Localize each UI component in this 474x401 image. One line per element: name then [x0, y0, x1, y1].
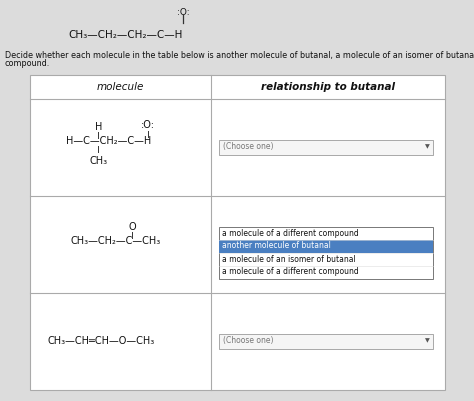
Bar — [219, 140, 433, 154]
Text: compound.: compound. — [5, 59, 50, 68]
Text: CH₃: CH₃ — [89, 156, 107, 166]
Bar — [30, 75, 445, 390]
Text: O: O — [128, 221, 136, 231]
Bar — [219, 227, 433, 279]
Text: molecule: molecule — [97, 82, 144, 92]
Text: a molecule of a different compound: a molecule of a different compound — [221, 267, 358, 277]
Text: CH₃—CH₂—C—CH₃: CH₃—CH₂—C—CH₃ — [70, 237, 161, 247]
Text: ▼: ▼ — [425, 338, 429, 344]
Text: ▼: ▼ — [425, 144, 429, 150]
Text: a molecule of an isomer of butanal: a molecule of an isomer of butanal — [221, 255, 356, 263]
Text: (Choose one): (Choose one) — [222, 142, 273, 152]
Text: Decide whether each molecule in the table below is another molecule of butanal, : Decide whether each molecule in the tabl… — [5, 51, 474, 60]
Text: another molecule of butanal: another molecule of butanal — [221, 241, 330, 251]
Text: H—C—CH₂—C—H: H—C—CH₂—C—H — [66, 136, 152, 146]
Text: CH₃—CH═CH—O—CH₃: CH₃—CH═CH—O—CH₃ — [48, 336, 155, 346]
Text: (Choose one): (Choose one) — [222, 336, 273, 346]
Text: H: H — [95, 122, 102, 132]
Bar — [219, 334, 433, 348]
Text: CH₃—CH₂—CH₂—C—H: CH₃—CH₂—CH₂—C—H — [68, 30, 182, 40]
Text: relationship to butanal: relationship to butanal — [261, 82, 395, 92]
Text: a molecule of a different compound: a molecule of a different compound — [221, 229, 358, 237]
Text: :O:: :O: — [141, 120, 155, 130]
Text: :O:: :O: — [177, 8, 189, 17]
Bar — [219, 239, 433, 253]
